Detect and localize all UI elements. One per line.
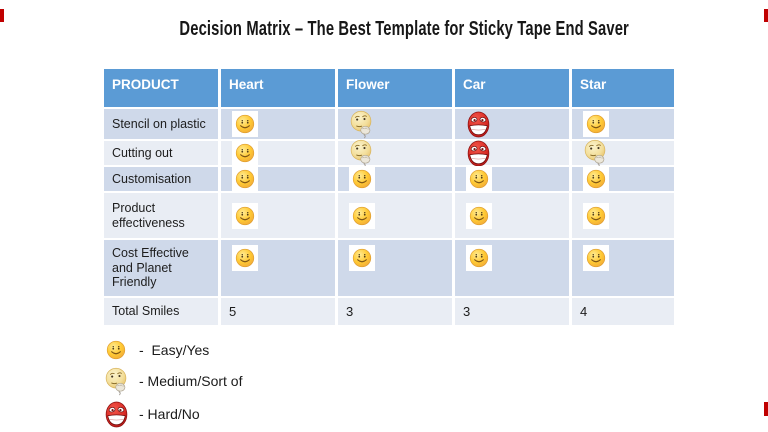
emoji-white-box <box>583 166 609 192</box>
total-smiles-car: 3 <box>455 298 569 325</box>
emoji-white-box <box>466 202 492 229</box>
medium-face-glyph <box>349 110 374 139</box>
legend-label-easy: - Easy/Yes <box>139 342 210 358</box>
slide-edge-mark-top-right <box>764 9 768 22</box>
total-smiles-star: 4 <box>572 298 674 325</box>
rating-cell <box>221 166 335 192</box>
emoji-white-box <box>105 339 127 361</box>
rating-cell <box>572 193 674 238</box>
emoji-white-box <box>466 166 492 192</box>
hard-face-glyph <box>466 139 491 168</box>
row-label-product-effectiveness: Product effectiveness <box>104 193 218 238</box>
emoji-white-box <box>583 202 609 229</box>
rating-cell <box>338 166 452 192</box>
easy-face-glyph <box>235 143 255 163</box>
medium-face-icon <box>103 367 129 396</box>
total-smiles-flower: 3 <box>338 298 452 325</box>
legend-item-medium: - Medium/Sort of <box>103 368 242 394</box>
easy-face-glyph <box>469 248 489 268</box>
easy-face-glyph <box>586 114 606 134</box>
total-smiles-heart: 5 <box>221 298 335 325</box>
emoji-white-box <box>232 111 258 137</box>
slide-title: Decision Matrix – The Best Template for … <box>0 17 768 41</box>
emoji-white-box <box>232 166 258 192</box>
row-label-stencil-on-plastic: Stencil on plastic <box>104 109 218 139</box>
emoji-white-box <box>466 245 492 271</box>
slide-edge-mark-bottom-right <box>764 402 768 416</box>
rating-cell <box>572 240 674 296</box>
emoji-white-box <box>583 245 609 271</box>
emoji-white-box <box>583 111 609 137</box>
column-header-heart: Heart <box>221 69 335 107</box>
decision-matrix-table: PRODUCT Heart Flower Car Star Stencil on… <box>104 69 674 325</box>
easy-face-glyph <box>586 248 606 268</box>
easy-face-glyph <box>352 206 372 226</box>
easy-face-glyph <box>586 169 606 189</box>
medium-face-glyph <box>349 139 374 168</box>
easy-face-glyph <box>235 248 255 268</box>
easy-face-glyph <box>469 169 489 189</box>
column-header-flower: Flower <box>338 69 452 107</box>
legend-label-hard: - Hard/No <box>139 406 200 422</box>
rating-cell <box>338 141 452 165</box>
easy-face-glyph <box>352 169 372 189</box>
rating-cell <box>455 193 569 238</box>
rating-cell <box>221 193 335 238</box>
legend-label-medium: - Medium/Sort of <box>139 373 243 389</box>
row-label-customisation: Customisation <box>104 167 218 191</box>
rating-cell <box>221 140 335 166</box>
slide-title-text: Decision Matrix – The Best Template for … <box>179 17 629 40</box>
legend-item-hard: - Hard/No <box>103 401 200 427</box>
easy-face-glyph <box>235 169 255 189</box>
medium-face-glyph <box>104 367 129 396</box>
rating-cell <box>572 109 674 139</box>
easy-face-glyph <box>352 248 372 268</box>
column-header-car: Car <box>455 69 569 107</box>
easy-face-glyph <box>235 206 255 226</box>
easy-face-glyph <box>469 206 489 226</box>
rating-cell <box>338 193 452 238</box>
rating-cell <box>572 141 674 165</box>
rating-cell <box>455 141 569 165</box>
hard-face-glyph <box>104 400 129 429</box>
row-label-total-smiles: Total Smiles <box>104 298 218 325</box>
emoji-white-box <box>232 202 258 229</box>
row-label-cutting-out: Cutting out <box>104 141 218 165</box>
rating-cell <box>455 240 569 296</box>
rating-cell <box>221 240 335 296</box>
slide-edge-mark-top-left <box>0 9 4 22</box>
rating-cell <box>455 109 569 139</box>
rating-cell <box>338 240 452 296</box>
easy-face-glyph <box>586 206 606 226</box>
row-label-cost-effective: Cost Effective and Planet Friendly <box>104 240 218 296</box>
rating-cell <box>572 166 674 192</box>
emoji-white-box <box>232 245 258 271</box>
column-header-product: PRODUCT <box>104 69 218 107</box>
medium-face-glyph <box>583 139 608 168</box>
easy-face-icon <box>103 339 129 361</box>
emoji-white-box <box>232 140 258 166</box>
easy-face-glyph <box>106 340 126 360</box>
hard-face-icon <box>103 400 129 429</box>
rating-cell <box>221 109 335 139</box>
emoji-white-box <box>349 202 375 229</box>
rating-cell <box>455 166 569 192</box>
emoji-white-box <box>349 166 375 192</box>
hard-face-glyph <box>466 110 491 139</box>
rating-cell <box>338 109 452 139</box>
legend-item-easy: - Easy/Yes <box>103 337 209 363</box>
emoji-white-box <box>349 245 375 271</box>
column-header-star: Star <box>572 69 674 107</box>
easy-face-glyph <box>235 114 255 134</box>
